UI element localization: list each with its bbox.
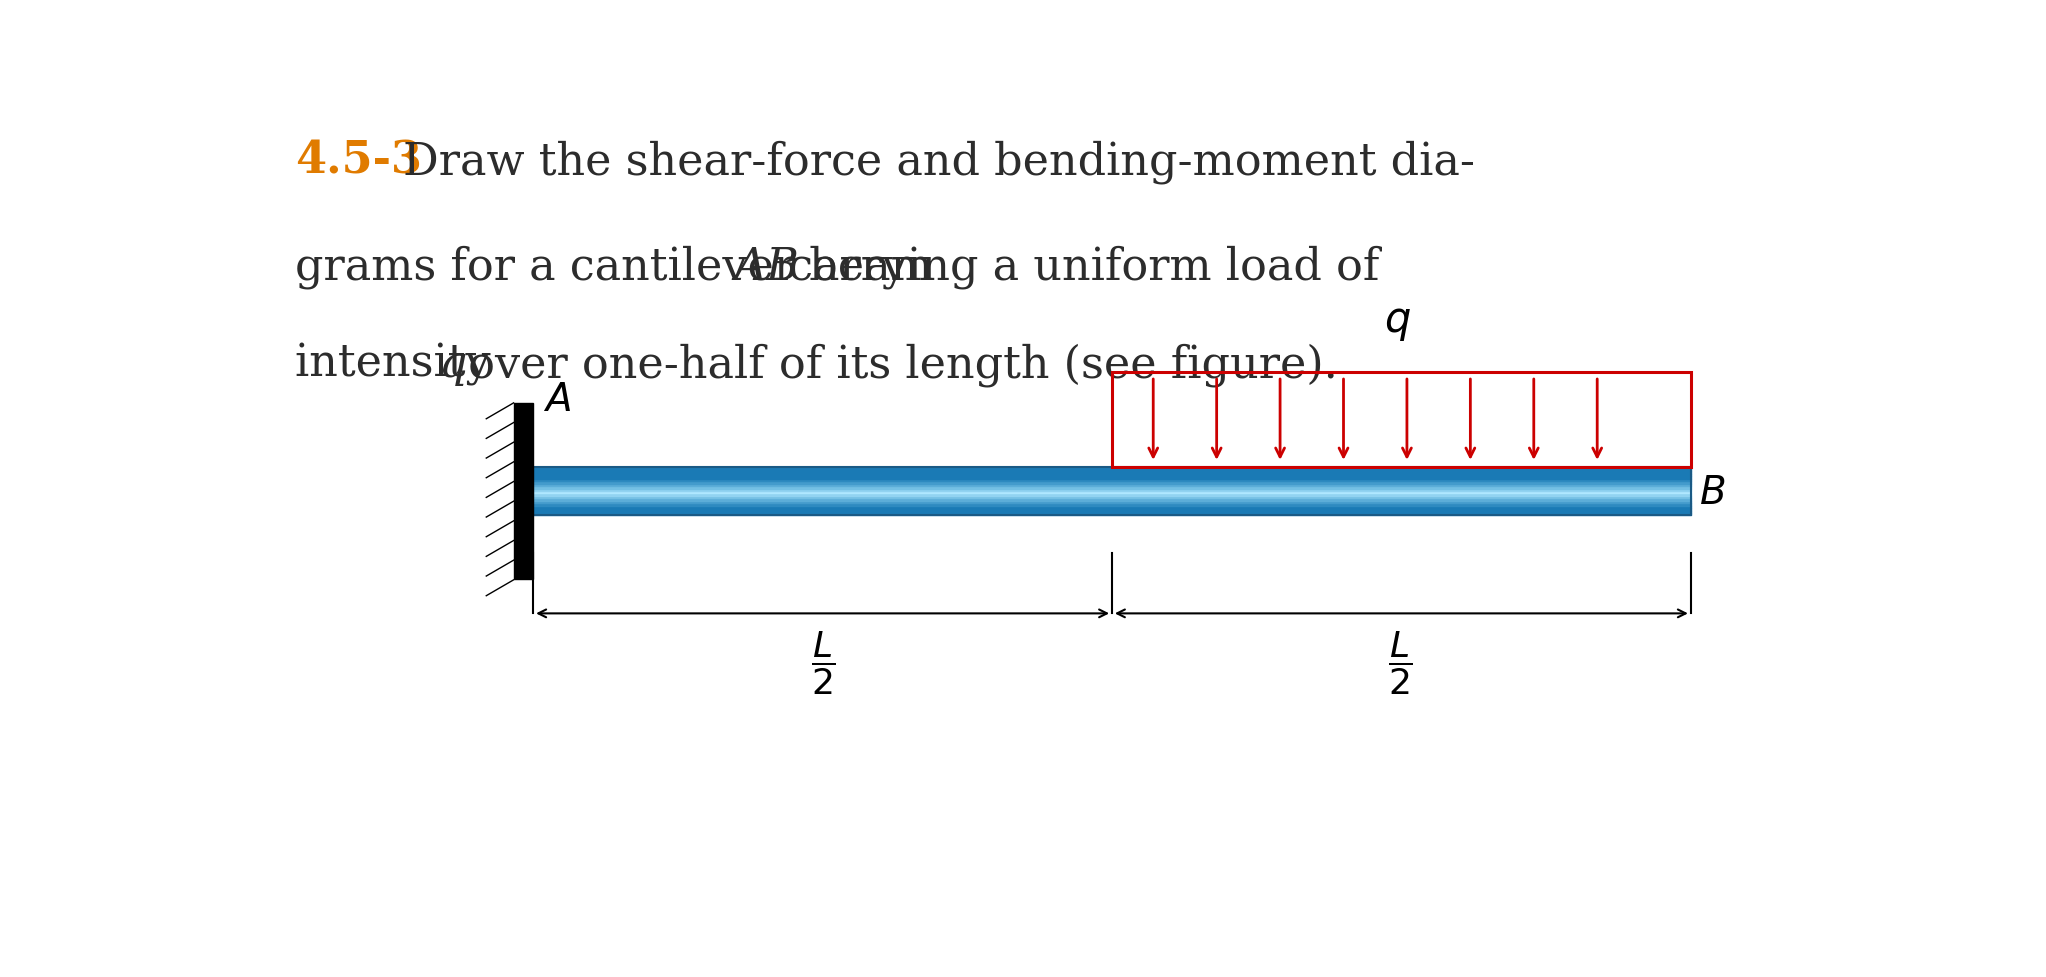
Bar xyxy=(534,496,1690,499)
Text: $\dfrac{L}{2}$: $\dfrac{L}{2}$ xyxy=(810,629,837,697)
Bar xyxy=(534,489,1690,491)
Bar xyxy=(534,487,1690,489)
Text: grams for a cantilever beam: grams for a cantilever beam xyxy=(295,245,947,289)
Text: AB: AB xyxy=(735,245,800,288)
Bar xyxy=(534,475,1690,477)
Bar xyxy=(514,404,534,580)
Bar xyxy=(534,514,1690,516)
Text: $A$: $A$ xyxy=(542,381,571,418)
Bar xyxy=(534,467,1690,470)
Bar xyxy=(534,491,1690,494)
Text: carrying a uniform load of: carrying a uniform load of xyxy=(773,245,1379,289)
Bar xyxy=(534,477,1690,480)
Text: q: q xyxy=(438,343,466,386)
Bar xyxy=(534,504,1690,506)
Bar xyxy=(534,472,1690,475)
Bar xyxy=(534,501,1690,504)
Bar xyxy=(534,467,1690,516)
Bar xyxy=(534,511,1690,514)
Bar xyxy=(534,470,1690,472)
Text: intensity: intensity xyxy=(295,343,505,386)
Bar xyxy=(1113,373,1690,467)
Bar xyxy=(534,494,1690,496)
Bar xyxy=(534,482,1690,485)
Bar xyxy=(534,499,1690,501)
Text: $B$: $B$ xyxy=(1698,475,1725,512)
Text: 4.5-3: 4.5-3 xyxy=(295,140,421,183)
Text: $q$: $q$ xyxy=(1383,301,1412,343)
Text: over one-half of its length (see figure).: over one-half of its length (see figure)… xyxy=(454,343,1338,387)
Text: $\dfrac{L}{2}$: $\dfrac{L}{2}$ xyxy=(1387,629,1414,697)
Bar xyxy=(534,485,1690,487)
Bar xyxy=(534,480,1690,482)
Bar xyxy=(534,509,1690,511)
Bar xyxy=(534,506,1690,509)
Text: Draw the shear-force and bending-moment dia-: Draw the shear-force and bending-moment … xyxy=(403,140,1475,184)
